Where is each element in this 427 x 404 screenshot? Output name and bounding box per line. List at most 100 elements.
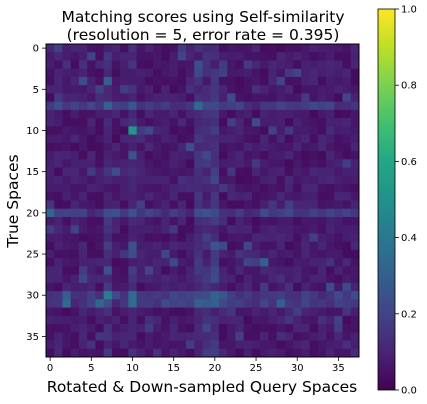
- heatmap-cell: [153, 126, 162, 136]
- heatmap-cell: [350, 167, 360, 177]
- heatmap-cell: [309, 101, 319, 111]
- heatmap-cell: [334, 274, 343, 284]
- heatmap-cell: [78, 44, 88, 53]
- heatmap-cell: [334, 258, 343, 267]
- heatmap-cell: [78, 175, 88, 185]
- heatmap-cell: [144, 151, 154, 160]
- heatmap-cell: [95, 167, 105, 177]
- heatmap-cell: [260, 192, 269, 201]
- heatmap-cell: [317, 332, 327, 341]
- heatmap-cell: [120, 184, 129, 193]
- heatmap-cell: [235, 134, 245, 144]
- heatmap-cell: [194, 233, 203, 243]
- heatmap-cell: [218, 184, 228, 193]
- heatmap-cell: [95, 249, 105, 259]
- heatmap-cell: [153, 60, 162, 70]
- heatmap-cell: [169, 258, 179, 267]
- heatmap-cell: [342, 340, 352, 350]
- heatmap-cell: [284, 315, 294, 325]
- heatmap-cell: [46, 348, 55, 358]
- heatmap-cell: [95, 151, 105, 160]
- heatmap-cell: [334, 249, 343, 259]
- heatmap-cell: [54, 208, 63, 218]
- heatmap-cell: [128, 101, 138, 111]
- heatmap-cell: [186, 184, 195, 193]
- heatmap-cell: [120, 307, 129, 317]
- heatmap-cell: [317, 274, 327, 284]
- heatmap-cell: [235, 348, 245, 358]
- heatmap-cell: [243, 192, 253, 201]
- heatmap-cell: [46, 126, 55, 136]
- heatmap-cell: [227, 315, 236, 325]
- heatmap-cell: [169, 200, 179, 210]
- heatmap-cell: [103, 118, 113, 127]
- heatmap-cell: [54, 184, 63, 193]
- heatmap-cell: [111, 192, 121, 201]
- heatmap-cell: [186, 282, 195, 292]
- heatmap-cell: [260, 282, 269, 292]
- heatmap-cell: [161, 93, 170, 103]
- heatmap-cell: [186, 93, 195, 103]
- heatmap-cell: [54, 266, 63, 276]
- heatmap-cell: [301, 101, 310, 111]
- heatmap-cell: [161, 44, 170, 53]
- heatmap-cell: [218, 76, 228, 86]
- heatmap-cell: [194, 142, 203, 152]
- heatmap-cell: [293, 52, 302, 61]
- heatmap-cell: [186, 307, 195, 317]
- heatmap-cell: [309, 93, 319, 103]
- heatmap-cell: [153, 200, 162, 210]
- heatmap-cell: [120, 167, 129, 177]
- heatmap-cell: [161, 85, 170, 94]
- heatmap-cell: [153, 93, 162, 103]
- heatmap-cell: [268, 315, 278, 325]
- heatmap-cell: [210, 332, 220, 341]
- heatmap-cell: [317, 85, 327, 94]
- heatmap-cell: [235, 44, 245, 53]
- heatmap-cell: [326, 167, 335, 177]
- heatmap-cell: [186, 101, 195, 111]
- heatmap-cell: [194, 225, 203, 234]
- heatmap-cell: [111, 60, 121, 70]
- heatmap-cell: [235, 249, 245, 259]
- heatmap-cell: [301, 315, 310, 325]
- x-axis-ticks: 0 5 10 15 20 25 30 35: [47, 357, 345, 374]
- heatmap-cell: [136, 134, 146, 144]
- heatmap-cell: [326, 348, 335, 358]
- heatmap-cell: [153, 52, 162, 61]
- heatmap-cell: [153, 282, 162, 292]
- heatmap-cell: [169, 340, 179, 350]
- heatmap-cell: [342, 233, 352, 243]
- heatmap-cell: [260, 175, 269, 185]
- heatmap-cell: [70, 216, 80, 226]
- heatmap-cell: [202, 340, 212, 350]
- heatmap-cell: [284, 76, 294, 86]
- heatmap-cell: [136, 233, 146, 243]
- heatmap-cell: [326, 159, 335, 168]
- heatmap-cell: [62, 184, 72, 193]
- heatmap-cell: [202, 299, 212, 308]
- heatmap-cell: [342, 324, 352, 333]
- heatmap-cell: [177, 249, 187, 259]
- heatmap-cell: [161, 324, 170, 333]
- heatmap-cell: [350, 340, 360, 350]
- heatmap-cell: [103, 200, 113, 210]
- heatmap-cell: [309, 200, 319, 210]
- heatmap-cell: [144, 299, 154, 308]
- heatmap-cell: [218, 291, 228, 300]
- heatmap-cell: [136, 200, 146, 210]
- heatmap-cell: [235, 315, 245, 325]
- heatmap-cell: [243, 200, 253, 210]
- heatmap-cell: [62, 85, 72, 94]
- heatmap-cell: [210, 225, 220, 234]
- heatmap-cell: [342, 68, 352, 78]
- heatmap-cell: [194, 126, 203, 136]
- heatmap-cell: [111, 315, 121, 325]
- heatmap-cell: [301, 307, 310, 317]
- heatmap-cell: [87, 315, 96, 325]
- heatmap-cell: [227, 216, 236, 226]
- heatmap-cell: [194, 85, 203, 94]
- heatmap-cell: [169, 208, 179, 218]
- heatmap-cell: [70, 266, 80, 276]
- heatmap-cell: [87, 159, 96, 168]
